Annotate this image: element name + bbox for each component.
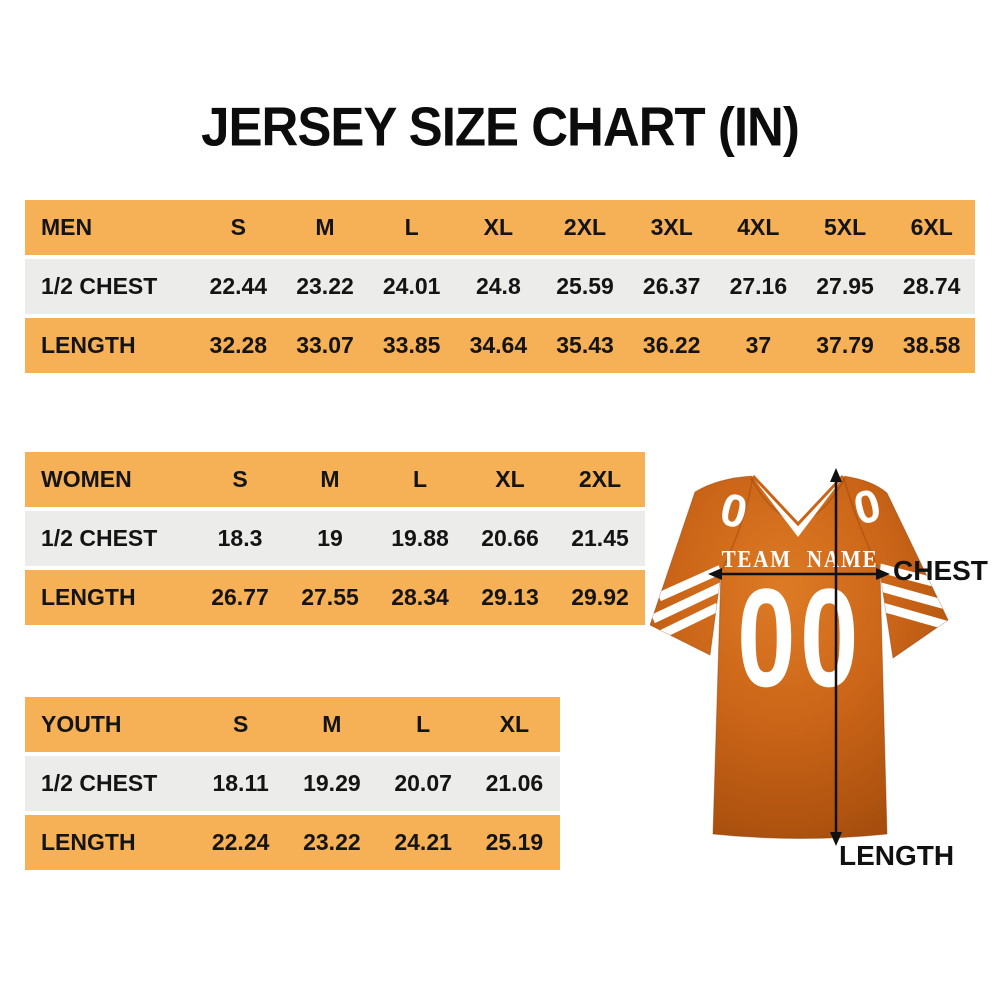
row-label: 1/2 CHEST bbox=[41, 273, 158, 299]
youth-half-chest-row: 1/2 CHEST 18.11 19.29 20.07 21.06 bbox=[25, 756, 560, 811]
youth-length-row: LENGTH 22.24 23.22 24.21 25.19 bbox=[25, 815, 560, 870]
row-label: 1/2 CHEST bbox=[41, 525, 158, 551]
value-cell: 22.44 bbox=[209, 273, 268, 299]
size-header-cell: 3XL bbox=[650, 214, 693, 240]
value-cell: 28.34 bbox=[391, 584, 449, 610]
value-cell: 37 bbox=[745, 332, 772, 358]
value-cell: 37.79 bbox=[816, 332, 874, 358]
value-cell: 24.21 bbox=[394, 829, 452, 855]
length-label: LENGTH bbox=[839, 840, 954, 871]
row-label: LENGTH bbox=[41, 584, 136, 610]
value-cell: 18.11 bbox=[212, 770, 269, 796]
youth-table-title: YOUTH bbox=[41, 711, 122, 737]
collar-trim bbox=[751, 474, 845, 527]
youth-size-table: YOUTH S M L XL 1/2 CHEST 18.11 19.29 20.07 21.06 L… bbox=[25, 697, 560, 870]
collar bbox=[751, 475, 845, 537]
size-header-cell: XL bbox=[499, 711, 530, 737]
row-label: LENGTH bbox=[41, 829, 136, 855]
length-arrowhead-top bbox=[830, 468, 842, 482]
youth-header-row: YOUTH S M L XL bbox=[25, 697, 560, 752]
men-table-title: MEN bbox=[41, 214, 93, 240]
size-header-cell: L bbox=[412, 466, 428, 492]
size-header-cell: L bbox=[404, 214, 419, 240]
women-table-title: WOMEN bbox=[41, 466, 132, 492]
size-header-cell: S bbox=[230, 214, 246, 240]
value-cell: 29.13 bbox=[481, 584, 539, 610]
row-label: LENGTH bbox=[41, 332, 136, 358]
size-header-cell: XL bbox=[483, 214, 514, 240]
value-cell: 22.24 bbox=[211, 829, 270, 855]
value-cell: 32.28 bbox=[209, 332, 268, 358]
team-name-text: TEAM NAME bbox=[722, 546, 879, 573]
size-header-cell: M bbox=[320, 466, 340, 492]
value-cell: 25.59 bbox=[556, 273, 614, 299]
length-arrowhead-bottom bbox=[830, 832, 842, 846]
size-header-cell: S bbox=[232, 466, 248, 492]
value-cell: 29.92 bbox=[571, 584, 629, 610]
value-cell: 27.95 bbox=[816, 273, 874, 299]
size-header-cell: 4XL bbox=[737, 214, 780, 240]
value-cell: 18.3 bbox=[217, 525, 263, 551]
value-cell: 33.07 bbox=[296, 332, 354, 358]
value-cell: 33.85 bbox=[382, 332, 441, 358]
row-label: 1/2 CHEST bbox=[41, 770, 158, 796]
value-cell: 28.74 bbox=[902, 273, 961, 299]
value-cell: 21.06 bbox=[485, 770, 544, 796]
value-cell: 38.58 bbox=[902, 332, 961, 358]
chest-arrowhead-left bbox=[708, 568, 722, 580]
men-length-row: LENGTH 32.28 33.07 33.85 34.64 35.43 36.22 37 37… bbox=[25, 318, 975, 373]
size-header-cell: S bbox=[232, 711, 249, 737]
jersey-measurement-diagram: 0 0 TEAM NAME 00 CHEST LENGTH bbox=[650, 462, 1000, 882]
size-header-cell: M bbox=[322, 711, 342, 737]
value-cell: 19.88 bbox=[391, 525, 449, 551]
value-cell: 24.8 bbox=[475, 273, 521, 299]
women-length-row: LENGTH 26.77 27.55 28.34 29.13 29.92 bbox=[25, 570, 645, 625]
value-cell: 27.55 bbox=[301, 584, 359, 610]
men-half-chest-row: 1/2 CHEST 22.44 23.22 24.01 24.8 25.59 26.37 27… bbox=[25, 259, 975, 314]
page-title: JERSEY SIZE CHART (IN) bbox=[201, 95, 800, 158]
value-cell: 25.19 bbox=[485, 829, 544, 855]
value-cell: 34.64 bbox=[469, 332, 528, 358]
jersey-illustration: 0 0 TEAM NAME 00 CHEST LENGTH bbox=[650, 468, 988, 871]
value-cell: 19.29 bbox=[303, 770, 361, 796]
size-header-cell: 6XL bbox=[910, 214, 953, 240]
size-header-cell: 5XL bbox=[823, 214, 867, 240]
women-header-row: WOMEN S M L XL 2XL bbox=[25, 452, 645, 507]
women-half-chest-row: 1/2 CHEST 18.3 19 19.88 20.66 21.45 bbox=[25, 511, 645, 566]
jersey-body bbox=[650, 475, 949, 839]
value-cell: 23.22 bbox=[296, 273, 354, 299]
value-cell: 23.22 bbox=[303, 829, 361, 855]
value-cell: 35.43 bbox=[556, 332, 614, 358]
value-cell: 26.77 bbox=[211, 584, 269, 610]
value-cell: 20.66 bbox=[481, 525, 539, 551]
men-header-row: MEN S M L XL 2XL 3XL 4XL 5XL 6XL bbox=[25, 200, 975, 255]
value-cell: 24.01 bbox=[382, 273, 441, 299]
value-cell: 19 bbox=[317, 525, 343, 551]
size-header-cell: L bbox=[416, 711, 431, 737]
men-size-table: MEN S M L XL 2XL 3XL 4XL 5XL 6XL 1/2 CHEST 22.44 23.… bbox=[25, 200, 975, 373]
size-header-cell: M bbox=[315, 214, 335, 240]
chest-label: CHEST bbox=[893, 555, 988, 586]
size-header-cell: 2XL bbox=[563, 214, 607, 240]
value-cell: 26.37 bbox=[642, 273, 701, 299]
women-size-table: WOMEN S M L XL 2XL 1/2 CHEST 18.3 19 19.88 20.66 21… bbox=[25, 452, 645, 625]
value-cell: 21.45 bbox=[571, 525, 629, 551]
size-header-cell: XL bbox=[495, 466, 525, 492]
size-header-cell: 2XL bbox=[578, 466, 622, 492]
value-cell: 20.07 bbox=[394, 770, 452, 796]
front-number-text: 00 bbox=[737, 560, 863, 716]
chest-arrowhead-right bbox=[876, 568, 890, 580]
value-cell: 27.16 bbox=[729, 273, 788, 299]
value-cell: 36.22 bbox=[642, 332, 701, 358]
